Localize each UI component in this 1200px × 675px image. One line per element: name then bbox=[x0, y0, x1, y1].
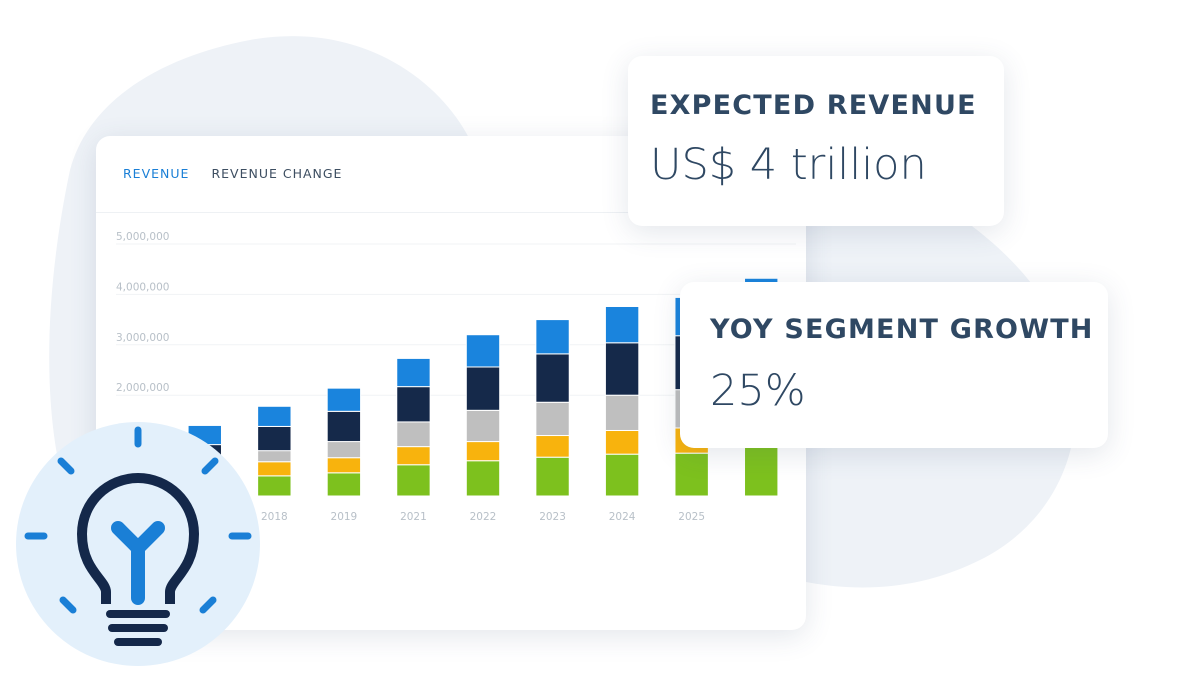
bar-segment bbox=[465, 334, 501, 368]
bar-segment bbox=[465, 460, 501, 497]
bar-segment bbox=[326, 441, 362, 459]
bar-segment bbox=[257, 450, 292, 463]
bar-segment bbox=[465, 366, 501, 411]
x-tick-label: 2021 bbox=[400, 511, 427, 523]
bar-segment bbox=[535, 456, 570, 497]
bar-segment bbox=[744, 446, 779, 497]
lightbulb-icon bbox=[16, 422, 260, 666]
bar-segment bbox=[465, 441, 501, 462]
bar-segment bbox=[257, 475, 292, 497]
bar-segment bbox=[396, 464, 431, 497]
y-tick-label: 2,000,000 bbox=[116, 382, 169, 394]
bar-segment bbox=[535, 319, 570, 355]
tab-divider bbox=[96, 212, 806, 213]
y-tick-label: 4,000,000 bbox=[116, 281, 169, 293]
bar-segment bbox=[326, 410, 362, 443]
bar-segment bbox=[326, 472, 362, 497]
bar-segment bbox=[257, 405, 292, 427]
x-tick-label: 2024 bbox=[609, 511, 636, 523]
bar-segment bbox=[396, 421, 431, 448]
bar-segment bbox=[257, 461, 292, 477]
bar-segment bbox=[535, 401, 570, 437]
bar-segment bbox=[604, 342, 640, 396]
bar-segment bbox=[535, 353, 570, 403]
yoy-growth-title: YOY SEGMENT GROWTH bbox=[710, 314, 1094, 345]
yoy-growth-card: YOY SEGMENT GROWTH 25% bbox=[680, 282, 1108, 448]
bar-segment bbox=[326, 457, 362, 474]
bar-segment bbox=[674, 452, 709, 497]
yoy-growth-value: 25% bbox=[710, 366, 806, 416]
bar-segment bbox=[326, 387, 362, 412]
bar-segment bbox=[396, 357, 431, 388]
bar-segment bbox=[535, 435, 570, 458]
y-tick-label: 3,000,000 bbox=[116, 332, 169, 344]
x-tick-label: 2022 bbox=[470, 511, 497, 523]
x-tick-label: 2025 bbox=[678, 511, 705, 523]
bar-segment bbox=[604, 305, 640, 344]
tab-revenue-change[interactable]: REVENUE CHANGE bbox=[211, 166, 343, 181]
bar-segment bbox=[396, 446, 431, 466]
tab-revenue[interactable]: REVENUE bbox=[123, 166, 190, 181]
bar-segment bbox=[604, 394, 640, 431]
x-tick-label: 2018 bbox=[261, 511, 288, 523]
expected-revenue-value: US$ 4 trillion bbox=[650, 140, 927, 190]
expected-revenue-title: EXPECTED REVENUE bbox=[650, 90, 977, 121]
bar-segment bbox=[604, 429, 640, 455]
x-tick-label: 2023 bbox=[539, 511, 566, 523]
bar-segment bbox=[604, 453, 640, 497]
expected-revenue-card: EXPECTED REVENUE US$ 4 trillion bbox=[628, 56, 1004, 226]
bar-segment bbox=[465, 409, 501, 443]
y-tick-label: 5,000,000 bbox=[116, 231, 169, 243]
bar-segment bbox=[257, 425, 292, 452]
x-tick-label: 2019 bbox=[331, 511, 358, 523]
chart-tabs: REVENUE REVENUE CHANGE bbox=[123, 166, 342, 181]
bar-segment bbox=[396, 386, 431, 423]
